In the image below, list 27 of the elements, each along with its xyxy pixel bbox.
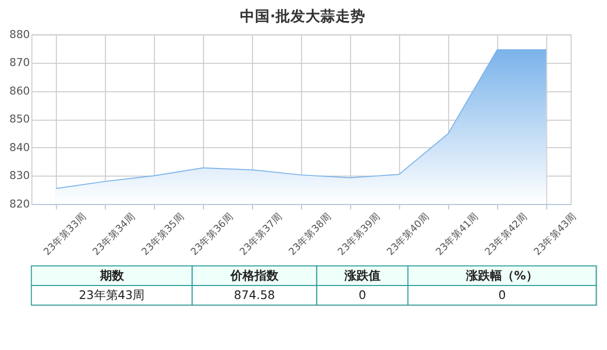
y-tick-label: 830 — [9, 169, 30, 182]
x-tick-label: 23年第37周 — [237, 210, 285, 258]
text: 涨跌幅（%） — [465, 268, 538, 283]
x-tick-label: 23年第42周 — [482, 210, 530, 258]
text: 期数 — [98, 268, 125, 283]
y-tick-label: 860 — [9, 84, 30, 98]
x-tick-label: 23年第33周 — [41, 210, 89, 258]
text: 价格指数 — [229, 268, 280, 283]
text: 874.58 — [234, 288, 276, 302]
y-tick-label: 820 — [9, 197, 30, 210]
x-tick-label: 23年第43周 — [532, 210, 579, 258]
text: 23年第43周 — [78, 288, 145, 302]
chart-title: 中国·批发大蒜走势 — [240, 8, 366, 26]
y-tick-label: 840 — [9, 140, 30, 154]
x-tick-label: 23年第34周 — [90, 210, 138, 258]
text: 涨跌值 — [343, 268, 380, 283]
x-tick-label: 23年第35周 — [139, 210, 187, 258]
text: 0 — [498, 288, 506, 302]
x-tick-label: 23年第38周 — [286, 210, 334, 258]
x-tick-label: 23年第41周 — [433, 210, 481, 258]
text: 0 — [358, 288, 366, 302]
y-tick-label: 880 — [9, 28, 30, 41]
x-tick-label: 23年第40周 — [384, 210, 432, 258]
x-tick-label: 23年第39周 — [335, 210, 383, 258]
y-tick-label: 870 — [9, 56, 30, 70]
y-tick-label: 850 — [9, 112, 30, 126]
x-tick-label: 23年第36周 — [188, 210, 236, 258]
